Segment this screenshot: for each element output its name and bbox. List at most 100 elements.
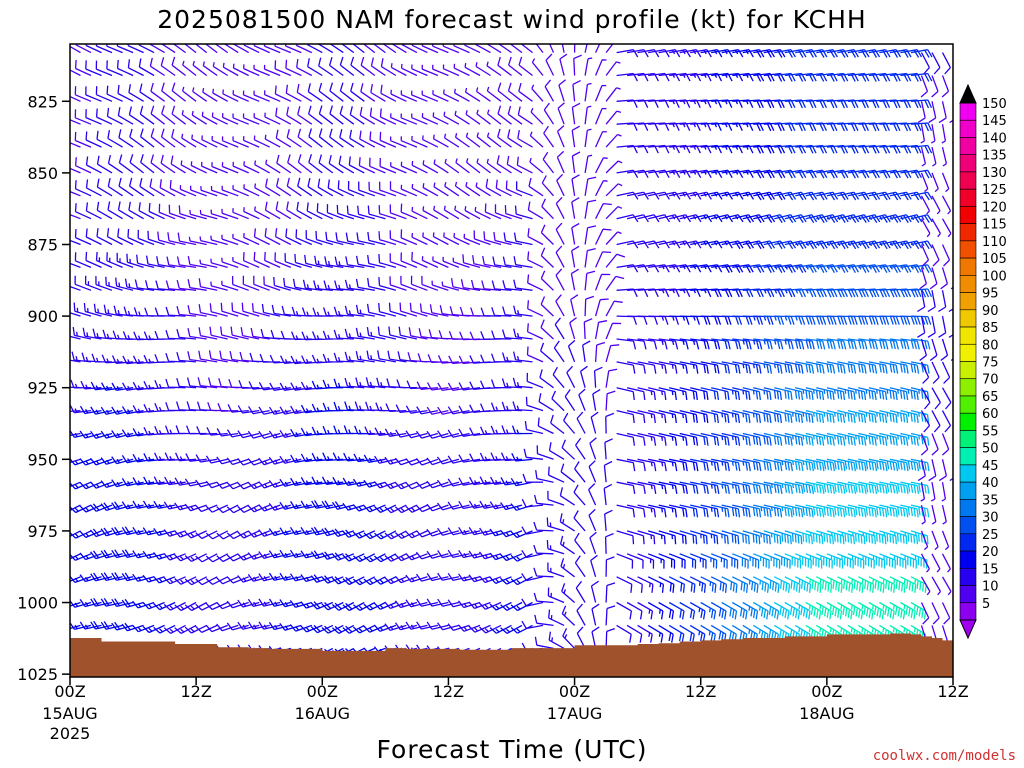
wind-barb <box>732 361 752 374</box>
wind-barb <box>589 531 597 555</box>
wind-barb <box>437 550 460 559</box>
wind-barb <box>837 576 854 593</box>
wind-barb <box>571 102 581 125</box>
wind-barb <box>721 387 741 401</box>
wind-barb <box>70 69 81 77</box>
wind-barb <box>284 253 302 269</box>
wind-barb <box>584 128 592 148</box>
wind-barb <box>910 409 930 424</box>
wind-barb <box>286 177 302 197</box>
wind-barb <box>274 60 292 77</box>
wind-barb <box>175 452 197 462</box>
wind-barb <box>286 129 302 148</box>
y-tick-label: 975 <box>27 522 58 541</box>
wind-barb <box>742 481 762 495</box>
wind-barb <box>258 406 281 415</box>
wind-barb <box>247 552 270 560</box>
wind-barb <box>111 406 134 415</box>
wind-barb <box>307 58 323 77</box>
wind-barb <box>679 387 698 401</box>
wind-barb <box>70 45 81 54</box>
wind-barb <box>178 205 197 220</box>
wind-barb <box>70 409 81 412</box>
wind-barb <box>443 111 460 125</box>
wind-barb <box>339 129 355 148</box>
wind-barb <box>291 306 312 317</box>
wind-barb <box>79 405 102 415</box>
wind-barb <box>443 133 460 148</box>
wind-barb <box>129 128 144 148</box>
wind-barb <box>517 129 533 148</box>
wind-barb <box>537 417 554 435</box>
wind-barb <box>589 437 597 460</box>
wind-barb <box>535 44 544 53</box>
wind-barb <box>879 409 898 424</box>
wind-barb <box>658 315 680 325</box>
wind-barb <box>795 338 815 350</box>
wind-barb <box>397 351 417 363</box>
colorbar-swatch <box>959 602 977 621</box>
wind-barb <box>385 403 407 413</box>
wind-barb <box>429 304 449 317</box>
wind-barb <box>463 233 481 246</box>
wind-barb <box>83 302 102 317</box>
wind-barb <box>648 432 667 446</box>
wind-barb <box>390 162 407 174</box>
wind-barb <box>268 456 291 465</box>
wind-barb <box>144 280 165 291</box>
terrain-surface <box>70 633 953 677</box>
wind-barb <box>595 44 601 53</box>
wind-barb <box>507 56 523 77</box>
wind-barb <box>929 338 938 362</box>
wind-barb <box>868 191 891 201</box>
wind-barb <box>175 425 197 435</box>
wind-barb <box>512 377 533 389</box>
colorbar-label: 10 <box>982 580 999 595</box>
wind-barb <box>742 458 762 472</box>
wind-barb <box>175 401 197 412</box>
wind-barb <box>337 180 355 197</box>
wind-barb <box>311 476 333 486</box>
wind-barb <box>774 214 797 223</box>
wind-barb <box>378 231 397 246</box>
wind-barb <box>552 366 565 389</box>
wind-barb <box>117 106 134 125</box>
wind-barb <box>355 304 375 317</box>
wind-barb <box>556 125 565 148</box>
wind-barb <box>784 338 805 350</box>
wind-barb <box>287 154 302 174</box>
wind-barb <box>710 553 728 569</box>
wind-barb <box>389 253 407 269</box>
wind-barb <box>352 553 376 563</box>
wind-barb <box>74 203 92 220</box>
wind-barb <box>700 481 720 495</box>
wind-barb <box>647 576 665 593</box>
wind-barb <box>279 549 302 559</box>
wind-barb <box>336 204 355 220</box>
wind-barb <box>243 64 260 77</box>
wind-barb <box>604 532 614 554</box>
colorbar-label: 20 <box>982 545 999 560</box>
wind-barb <box>258 598 281 607</box>
wind-barb <box>626 624 643 643</box>
credit-text[interactable]: coolwx.com/models <box>873 748 1016 764</box>
wind-barb <box>105 276 123 291</box>
wind-barb <box>475 182 491 197</box>
wind-barb <box>465 158 481 174</box>
wind-barb <box>486 158 502 174</box>
wind-barb <box>74 109 92 125</box>
wind-barb <box>211 162 228 174</box>
wind-barb <box>311 500 333 509</box>
wind-barb <box>290 355 312 365</box>
wind-barb <box>816 338 836 350</box>
wind-barb <box>237 405 260 414</box>
wind-barb <box>900 361 920 374</box>
wind-barb <box>390 89 407 102</box>
wind-barb <box>286 106 302 125</box>
wind-barb <box>910 315 932 325</box>
wind-barb <box>500 452 523 462</box>
wind-barb <box>889 530 908 545</box>
wind-barb <box>306 202 323 220</box>
wind-barb <box>573 510 586 532</box>
colorbar-swatch <box>959 499 977 517</box>
